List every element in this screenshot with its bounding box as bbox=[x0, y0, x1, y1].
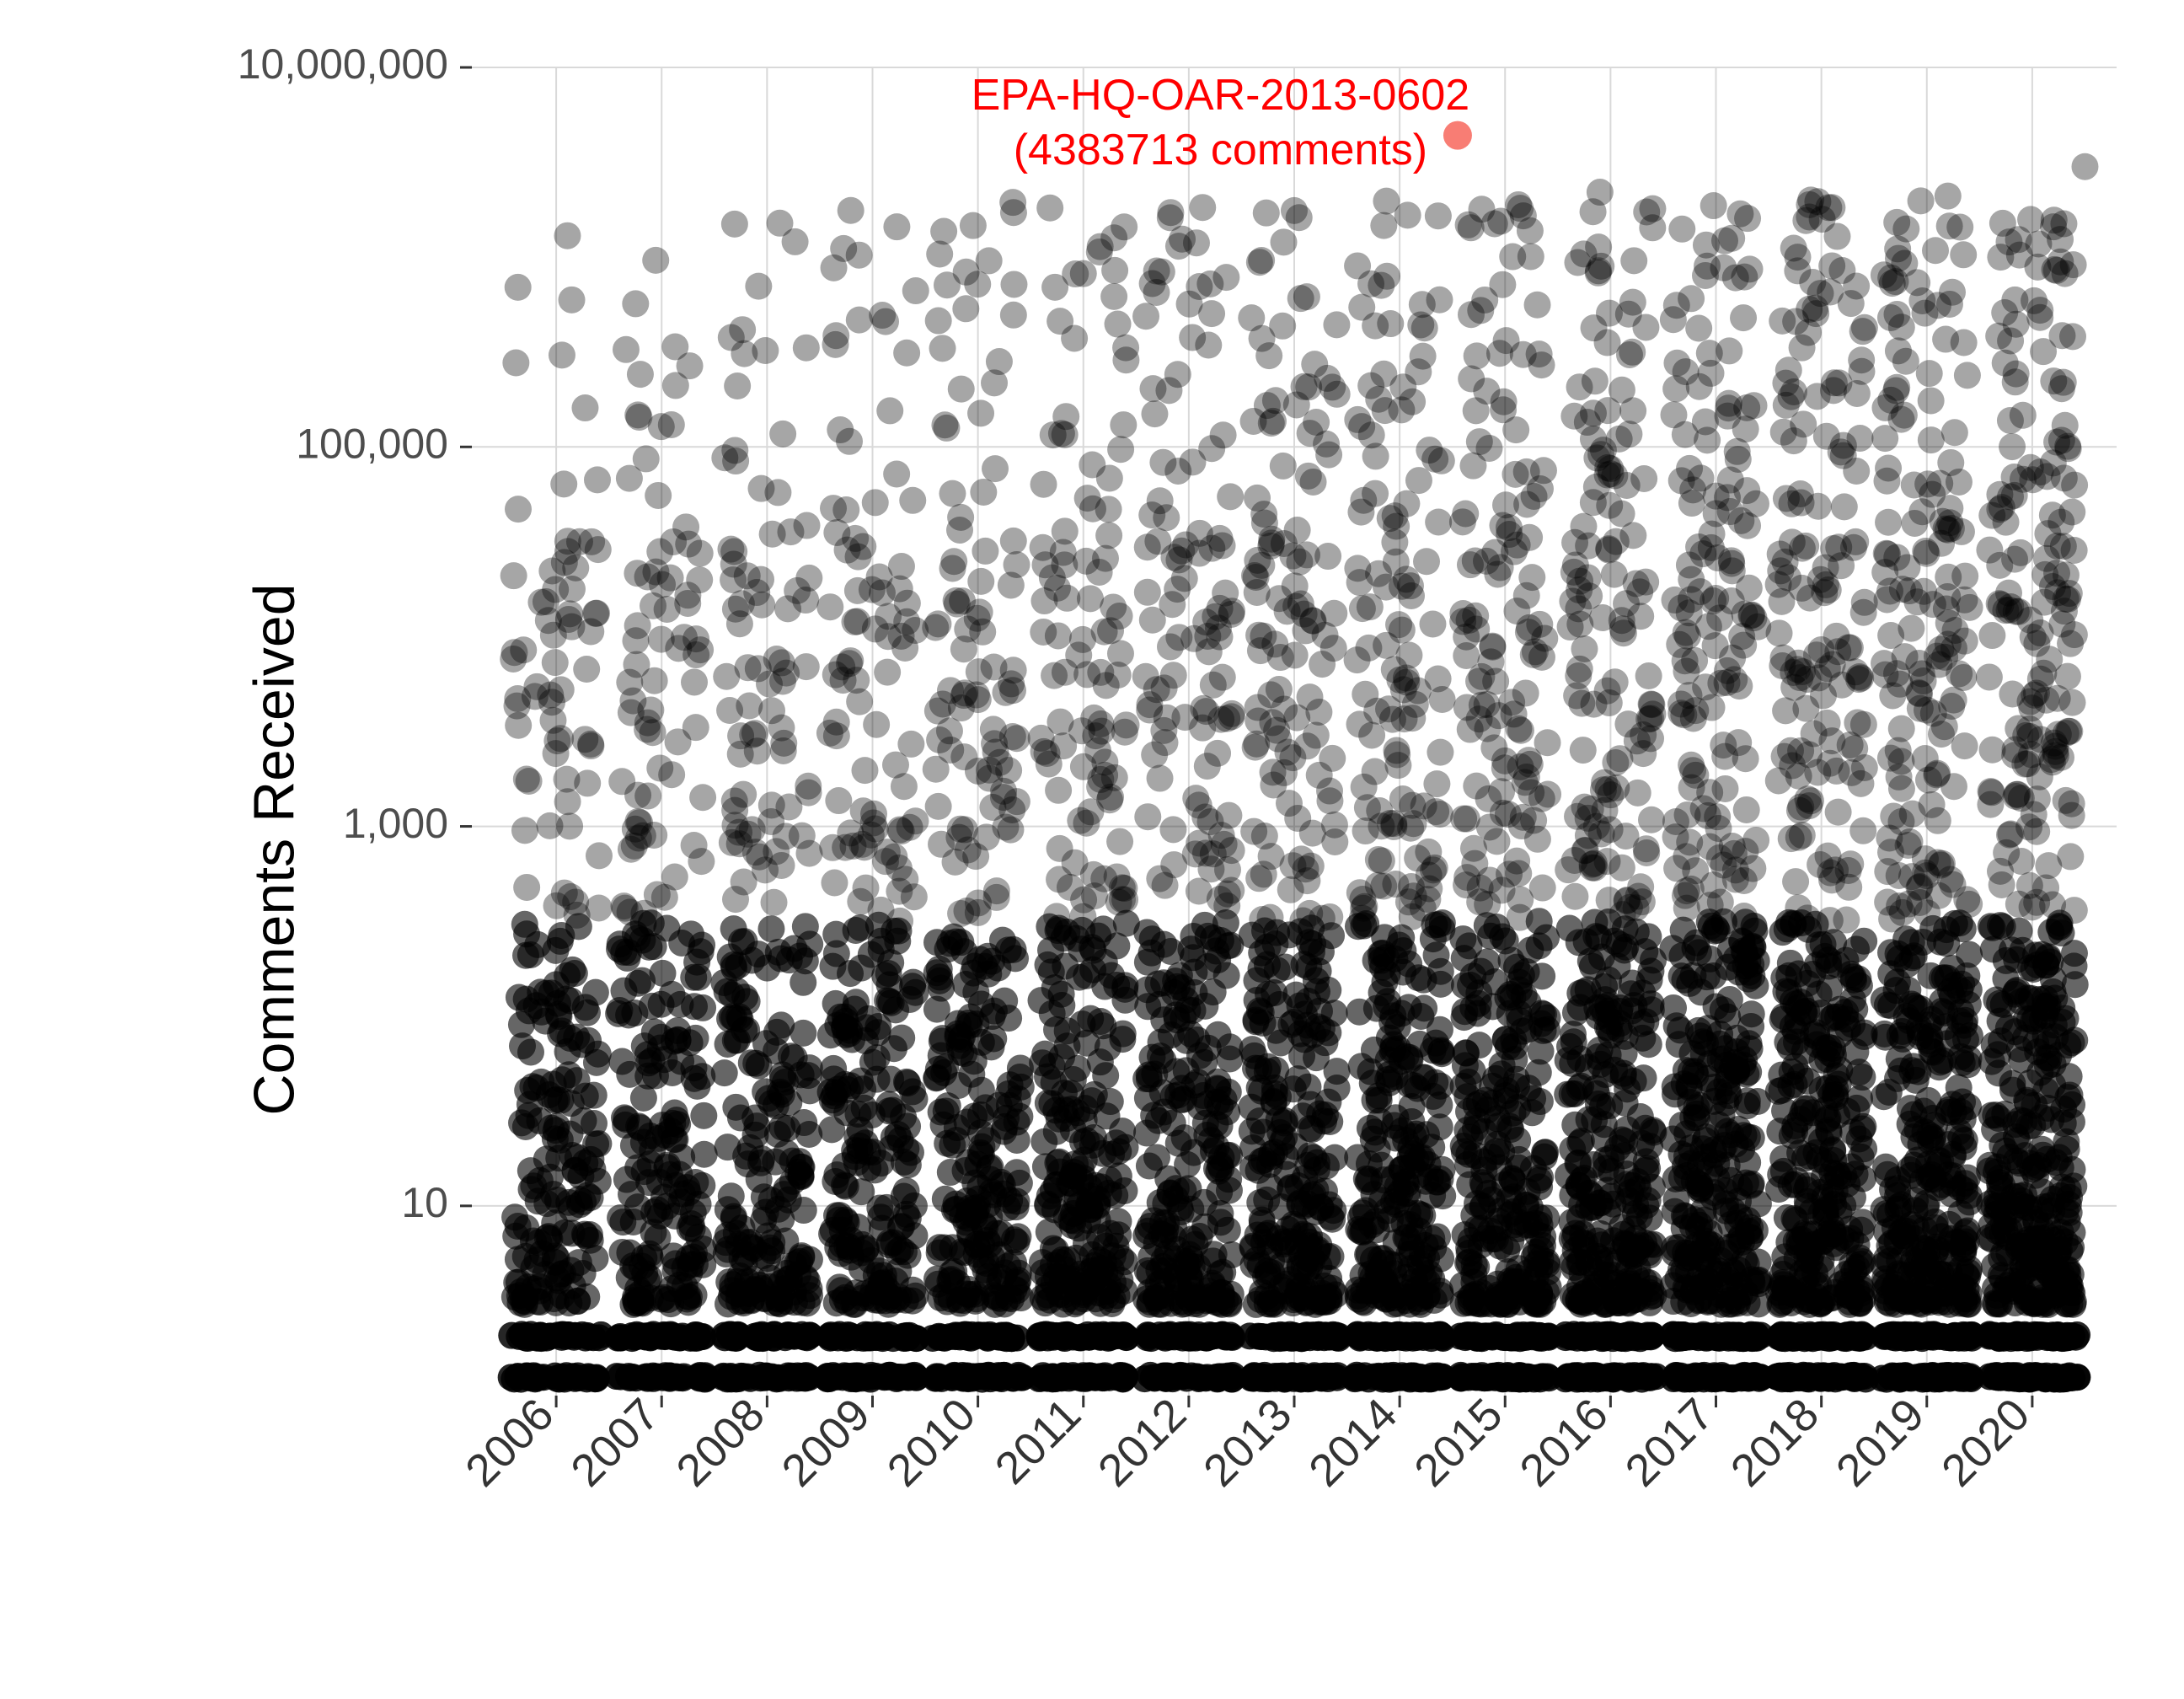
highlight-point bbox=[1443, 121, 1472, 150]
y-axis-label: Comments Received bbox=[242, 583, 308, 1115]
scatter-chart: EPA-HQ-OAR-2013-0602(4383713 comments)20… bbox=[0, 0, 2184, 1699]
x-axis: 2006200720082009201020112012201320142015… bbox=[456, 1389, 2039, 1496]
chart-container: Comments Received EPA-HQ-OAR-2013-0602(4… bbox=[0, 0, 2184, 1699]
